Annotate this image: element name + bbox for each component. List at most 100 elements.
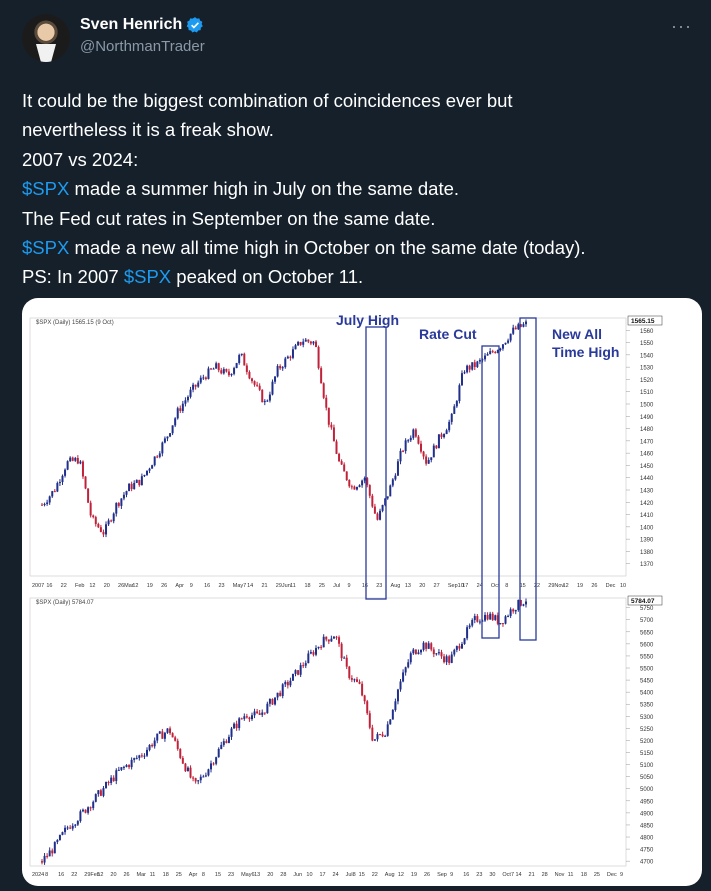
candle-body [425, 456, 428, 464]
candle-body [215, 363, 218, 369]
x-tick-label: Dec [607, 872, 617, 878]
candle-body [97, 524, 100, 528]
candle-body [43, 855, 46, 863]
x-tick-label: 25 [594, 872, 600, 878]
candle-body [294, 670, 297, 674]
candle-body [261, 712, 264, 715]
x-tick-label: Sep [437, 872, 447, 878]
candle-body [399, 450, 402, 462]
candle-body [350, 486, 353, 488]
y-tick-label: 1550 [640, 341, 654, 347]
tweet-text-segment: PS: In 2007 [22, 266, 124, 288]
candle-body [151, 744, 154, 747]
candle-body [274, 376, 277, 382]
candle-body [425, 642, 428, 649]
candle-body [212, 763, 215, 765]
cashtag-link[interactable]: $SPX [123, 266, 172, 288]
candle-body [138, 479, 141, 486]
candle-body [363, 695, 366, 702]
x-tick-label: 21 [529, 872, 535, 878]
candle-body [519, 324, 522, 327]
candle-body [163, 732, 166, 739]
candle-body [225, 741, 228, 743]
candle-body [207, 769, 210, 776]
candle-body [117, 503, 120, 506]
candle-body [309, 341, 312, 344]
candle-body [202, 377, 205, 379]
candle-body [169, 728, 172, 734]
candle-body [71, 825, 74, 829]
candle-body [243, 716, 246, 719]
y-tick-label: 1450 [640, 464, 654, 470]
candle-body [525, 321, 527, 325]
candle-body [158, 453, 161, 457]
x-tick-label: 8 [202, 872, 205, 878]
y-tick-label: 5050 [640, 775, 654, 781]
y-tick-label: 5200 [640, 739, 654, 745]
x-tick-label: 19 [147, 583, 153, 589]
avatar[interactable] [22, 14, 70, 62]
x-tick-label: Jul [333, 583, 340, 589]
y-tick-label: 5700 [640, 618, 654, 624]
candle-body [69, 457, 72, 462]
candle-body [117, 769, 120, 771]
candle-body [445, 656, 448, 663]
x-tick-label: 26Mar [118, 583, 134, 589]
x-tick-label: Apr [189, 872, 198, 878]
candle-body [120, 498, 123, 506]
candle-body [46, 855, 49, 857]
x-tick-label: 10 [620, 583, 626, 589]
candle-body [384, 735, 387, 737]
candle-body [478, 621, 481, 623]
candle-body [271, 381, 274, 395]
candle-body [243, 353, 246, 366]
x-tick-label: Aug [385, 872, 395, 878]
y-tick-label: 1560 [640, 329, 654, 335]
candle-body [284, 682, 287, 685]
candle-body [84, 476, 87, 489]
candle-body [386, 496, 389, 499]
candle-body [140, 476, 143, 486]
candle-body [89, 807, 92, 809]
candle-body [217, 363, 220, 371]
candle-body [486, 354, 489, 356]
author-display-name[interactable]: Sven Henrich [80, 16, 183, 33]
candle-body [212, 368, 215, 370]
candle-body [315, 648, 318, 655]
candle-body [468, 365, 471, 370]
candle-body [225, 369, 228, 372]
candle-body [312, 652, 315, 655]
candle-body [496, 615, 499, 624]
candle-body [153, 740, 156, 747]
x-tick-label: Mar [137, 872, 147, 878]
more-horizontal-icon[interactable]: ··· [671, 16, 692, 36]
candle-body [458, 646, 461, 649]
candle-body [304, 663, 307, 666]
cashtag-link[interactable]: $SPX [22, 178, 70, 200]
x-tick-label: 24 [333, 872, 339, 878]
candle-body [338, 453, 341, 462]
cashtag-link[interactable]: $SPX [22, 237, 70, 259]
tweet-media[interactable]: 1370 1380 1390 1400 1410 1420 1430 1440 1450 1460… [22, 298, 702, 886]
candle-body [389, 719, 392, 725]
candle-body [102, 531, 105, 535]
candle-body [396, 461, 399, 476]
candle-body [471, 620, 474, 626]
candle-body [332, 427, 335, 442]
name-row: Sven Henrich [80, 16, 204, 34]
candle-body [274, 697, 277, 705]
candle-body [391, 710, 394, 720]
candle-body [320, 368, 323, 384]
x-tick-label: Oct [491, 583, 500, 589]
last-value-label: 1565.15 [631, 318, 655, 325]
candle-body [110, 777, 113, 783]
candle-body [491, 613, 494, 620]
candle-body [404, 440, 407, 452]
candle-body [197, 382, 200, 387]
candle-body [330, 638, 333, 642]
x-tick-label: Nov [555, 872, 565, 878]
candle-body [281, 684, 284, 696]
author-handle[interactable]: @NorthmanTrader [80, 38, 205, 55]
x-tick-label: 12 [89, 583, 95, 589]
candle-body [161, 731, 164, 739]
